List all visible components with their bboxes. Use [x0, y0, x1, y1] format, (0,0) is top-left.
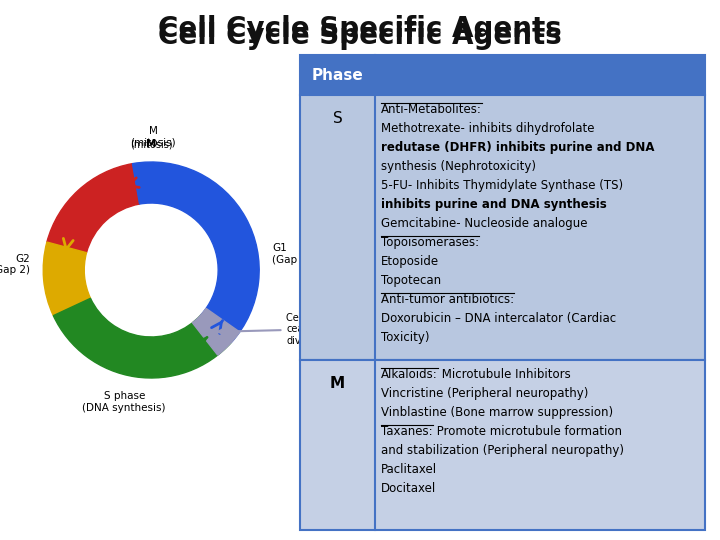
Text: Gemcitabine- Nucleoside analogue: Gemcitabine- Nucleoside analogue — [381, 217, 588, 230]
Text: (mitosis): (mitosis) — [130, 127, 173, 149]
Text: G2
(Gap 2): G2 (Gap 2) — [0, 254, 30, 275]
Text: Docitaxel: Docitaxel — [381, 482, 436, 495]
Text: Toxicity): Toxicity) — [381, 331, 430, 344]
Text: Cell Cycle Specific Agents: Cell Cycle Specific Agents — [158, 15, 562, 43]
Text: synthesis (Nephrotoxicity): synthesis (Nephrotoxicity) — [381, 160, 536, 173]
Wedge shape — [43, 242, 91, 316]
Text: Cell Cycle Specific Agents: Cell Cycle Specific Agents — [158, 22, 562, 50]
Text: Paclitaxel: Paclitaxel — [381, 463, 437, 476]
Text: and stabilization (Peripheral neuropathy): and stabilization (Peripheral neuropathy… — [381, 444, 624, 457]
Text: Anti-Metabolites:: Anti-Metabolites: — [381, 103, 482, 116]
Bar — [300, 55, 705, 95]
Text: inhibits purine and DNA synthesis: inhibits purine and DNA synthesis — [381, 198, 607, 211]
Wedge shape — [192, 308, 240, 355]
Text: Taxanes:: Taxanes: — [381, 425, 433, 438]
Text: S: S — [333, 111, 343, 126]
Text: Vinblastine (Bone marrow suppression): Vinblastine (Bone marrow suppression) — [381, 406, 613, 419]
Text: Cells that
cease
division: Cells that cease division — [218, 313, 333, 346]
Text: Etoposide: Etoposide — [381, 255, 439, 268]
Text: Alkaloids:: Alkaloids: — [381, 368, 438, 381]
Text: Topoisomerases:: Topoisomerases: — [381, 236, 479, 249]
Wedge shape — [53, 298, 231, 378]
Text: M
(mitosis): M (mitosis) — [130, 126, 176, 148]
Text: 5-FU- Inhibits Thymidylate Synthase (TS): 5-FU- Inhibits Thymidylate Synthase (TS) — [381, 179, 623, 192]
Text: M: M — [330, 376, 345, 391]
Text: M: M — [146, 139, 156, 149]
Text: G1
(Gap 1): G1 (Gap 1) — [272, 243, 311, 265]
Text: S phase
(DNA synthesis): S phase (DNA synthesis) — [83, 391, 166, 413]
Text: Doxorubicin – DNA intercalator (Cardiac: Doxorubicin – DNA intercalator (Cardiac — [381, 312, 616, 325]
Text: redutase (DHFR) inhibits purine and DNA: redutase (DHFR) inhibits purine and DNA — [381, 141, 654, 154]
Text: Methotrexate- inhibits dihydrofolate: Methotrexate- inhibits dihydrofolate — [381, 122, 595, 135]
Text: Promote microtubule formation: Promote microtubule formation — [433, 425, 621, 438]
Text: Anti-tumor antibiotics:: Anti-tumor antibiotics: — [381, 293, 514, 306]
Text: Vincristine (Peripheral neuropathy): Vincristine (Peripheral neuropathy) — [381, 387, 588, 400]
Text: Microtubule Inhibitors: Microtubule Inhibitors — [438, 368, 570, 381]
Wedge shape — [47, 164, 140, 253]
Text: Phase: Phase — [312, 68, 364, 83]
Bar — [300, 95, 705, 360]
Bar — [300, 360, 705, 530]
Text: Topotecan: Topotecan — [381, 274, 441, 287]
Wedge shape — [132, 162, 259, 342]
